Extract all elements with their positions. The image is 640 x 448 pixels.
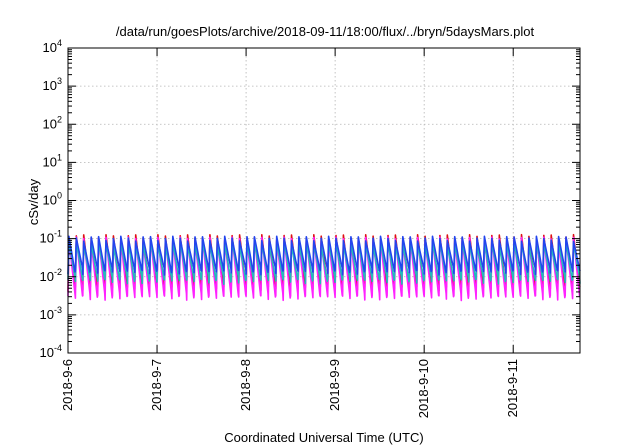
y-tick-label: 101 <box>43 152 62 169</box>
grid-lines <box>68 48 580 353</box>
y-tick-exponent: 4 <box>57 38 62 48</box>
y-tick-exponent: 2 <box>57 114 62 124</box>
x-tick-labels: 2018-9-6 2018-9-7 2018-9-8 2018-9-9 2018-9-1… <box>60 359 520 418</box>
y-tick-exponent: -2 <box>54 267 62 277</box>
y-tick-exponent: 3 <box>57 76 62 86</box>
x-tick-label: 2018-9-11 <box>505 359 520 417</box>
y-tick-exponent: -1 <box>54 229 62 239</box>
series-line <box>67 240 581 285</box>
series-line <box>67 235 581 276</box>
y-tick-label: 10-3 <box>40 305 62 322</box>
y-tick-label: 10-1 <box>40 229 62 246</box>
y-tick-label: 10-2 <box>40 267 62 284</box>
y-tick-label: 100 <box>43 191 62 208</box>
y-tick-exponent: 1 <box>57 152 62 162</box>
x-tick-label: 2018-9-8 <box>238 359 253 411</box>
y-tick-exponent: 0 <box>57 191 62 201</box>
y-tick-label: 104 <box>43 38 62 55</box>
chart-title: /data/run/goesPlots/archive/2018-09-11/1… <box>116 24 535 39</box>
y-tick-label: 103 <box>43 76 62 93</box>
y-tick-label: 10-4 <box>40 343 62 360</box>
x-axis-title: Coordinated Universal Time (UTC) <box>224 430 423 445</box>
x-tick-label: 2018-9-10 <box>416 359 431 418</box>
y-tick-label: 102 <box>43 114 62 131</box>
axis-ticks <box>67 47 580 354</box>
y-axis-title: cSv/day <box>26 178 41 225</box>
x-tick-label: 2018-9-9 <box>327 359 342 411</box>
x-tick-label: 2018-9-7 <box>149 359 164 411</box>
series-group <box>67 233 581 302</box>
y-tick-exponent: -4 <box>54 343 62 353</box>
y-tick-exponent: -3 <box>54 305 62 315</box>
x-tick-label: 2018-9-6 <box>60 359 75 411</box>
